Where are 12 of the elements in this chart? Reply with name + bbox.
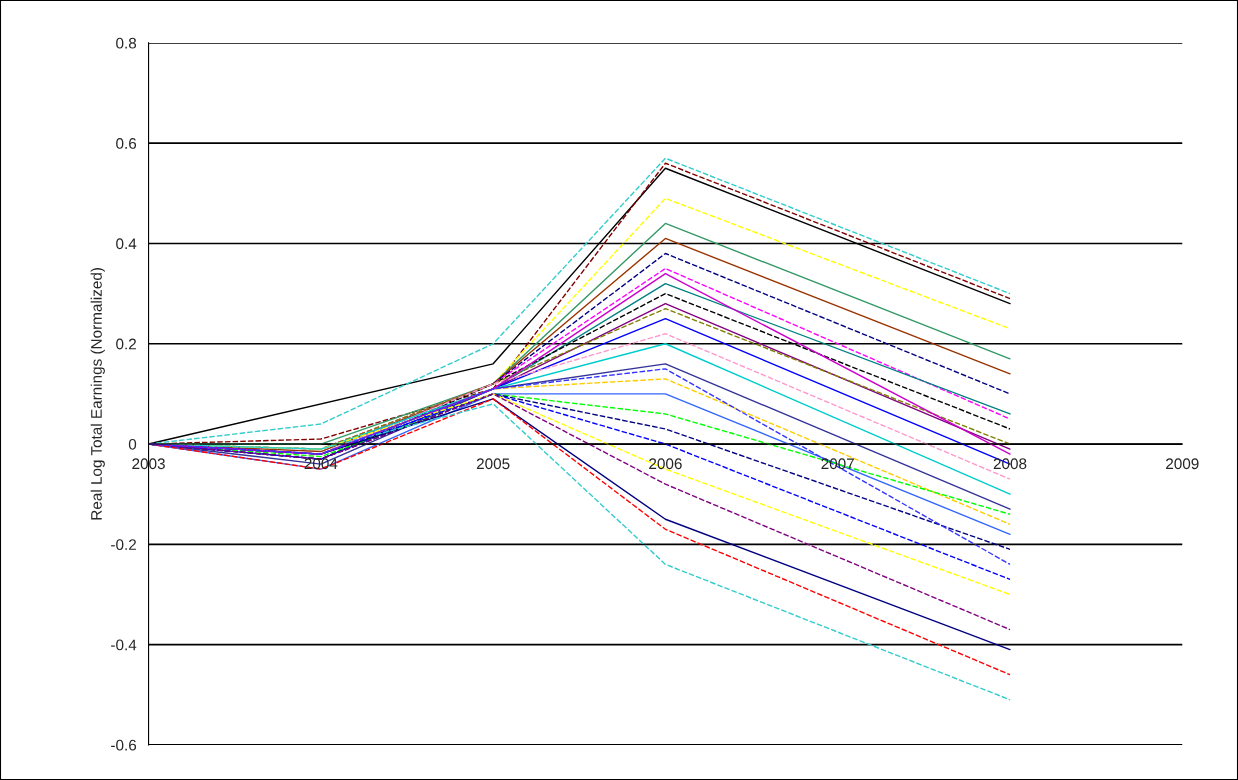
y-tick-label: 0.6 (116, 138, 137, 149)
y-tick-label: -0.6 (111, 739, 137, 751)
y-tick-label: -0.2 (111, 539, 136, 551)
x-tick-label: 2005 (476, 458, 510, 470)
y-axis-title: Real Log Total Earnings (Normalized) (90, 268, 105, 520)
y-tick-label: -0.4 (111, 639, 137, 651)
y-tick-label: 0 (128, 438, 137, 450)
y-tick-label: 0.8 (116, 37, 137, 49)
x-tick-label: 2008 (993, 458, 1027, 470)
x-tick-label: 2009 (1166, 458, 1199, 470)
y-tick-label: 0.2 (116, 338, 136, 350)
y-tick-label: 0.4 (116, 238, 137, 250)
